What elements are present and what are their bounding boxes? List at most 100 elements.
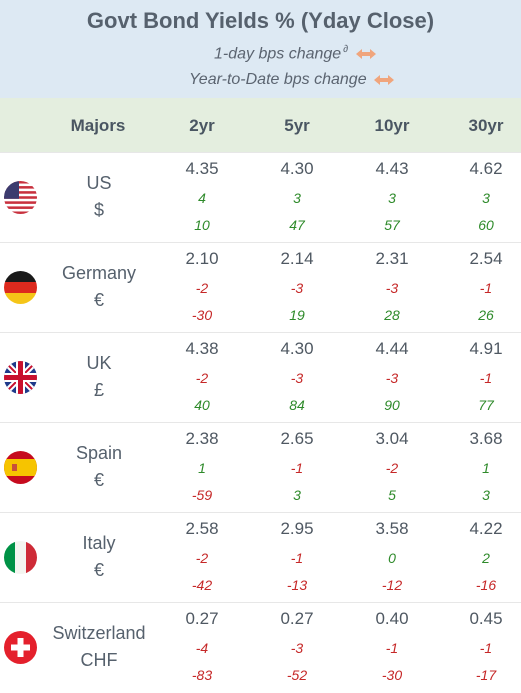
day-change-value: -1 [290, 550, 304, 566]
ytd-change-value: -13 [286, 577, 308, 593]
day-change-value: 1 [198, 460, 206, 476]
double-arrow-icon [374, 74, 395, 85]
day-change-value: -1 [479, 370, 493, 386]
italy-flag-icon [4, 541, 37, 574]
yield-value: 2.58 [185, 519, 219, 538]
ytd-change-value: 90 [384, 397, 400, 413]
subtitle-1day-sup: ∂ [343, 44, 349, 55]
day-change-value: 3 [388, 190, 396, 206]
column-header-majors: Majors [70, 116, 126, 135]
yield-value: 0.40 [375, 609, 409, 628]
day-change-value: -1 [290, 460, 304, 476]
table-row: Italy €2.58 -2 -42 2.95 -1 -13 3.58 0 -12 4.22 2 -16 [0, 512, 521, 603]
yield-value: 2.10 [185, 249, 219, 268]
yield-value: 0.27 [185, 609, 219, 628]
day-change-value: 1 [482, 460, 490, 476]
yield-value: 2.14 [280, 249, 314, 268]
ytd-change-value: -59 [191, 487, 213, 503]
table-row: Spain €2.38 1 -59 2.65 -1 3 3.04 -2 5 3.68 1 3 [0, 422, 521, 513]
yield-value: 0.45 [469, 609, 503, 628]
yield-value: 4.62 [469, 159, 503, 178]
column-header-2yr: 2yr [189, 116, 215, 135]
yield-value: 4.30 [280, 159, 314, 178]
switzerland-flag-icon [4, 631, 37, 664]
ytd-change-value: 84 [289, 397, 305, 413]
us-flag-icon [4, 181, 37, 214]
ytd-change-value: -83 [191, 667, 213, 683]
day-change-value: 3 [293, 190, 301, 206]
currency-symbol: £ [93, 380, 104, 400]
subtitle-1day-label: 1-day bps change [214, 45, 342, 63]
day-change-value: -2 [195, 280, 209, 296]
yield-value: 4.30 [280, 339, 314, 358]
uk-flag-icon [4, 361, 37, 394]
ytd-change-value: -30 [191, 307, 213, 323]
ytd-change-value: 5 [388, 487, 396, 503]
subtitle-ytd: Year-to-Date bps change [189, 71, 395, 89]
country-name: Spain [75, 443, 123, 463]
day-change-value: -2 [385, 460, 399, 476]
yield-value: 0.27 [280, 609, 314, 628]
day-change-value: 0 [388, 550, 396, 566]
country-name: UK [86, 353, 112, 373]
day-change-value: -1 [479, 280, 493, 296]
day-change-value: 3 [482, 190, 490, 206]
ytd-change-value: 3 [482, 487, 490, 503]
day-change-value: -2 [195, 370, 209, 386]
ytd-change-value: 19 [289, 307, 305, 323]
currency-symbol: $ [93, 200, 104, 220]
yield-value: 4.44 [375, 339, 409, 358]
day-change-value: 2 [482, 550, 490, 566]
ytd-change-value: -16 [475, 577, 497, 593]
ytd-change-value: 28 [384, 307, 400, 323]
currency-symbol: € [93, 290, 104, 310]
day-change-value: -3 [290, 370, 304, 386]
double-arrow-icon [355, 49, 376, 60]
ytd-change-value: 3 [293, 487, 301, 503]
day-change-value: -3 [290, 280, 304, 296]
yield-value: 2.38 [185, 429, 219, 448]
table-row: Switzerland CHF 0.27 -4 -83 0.27 -3 -52 0.40 -1 -3… [0, 602, 521, 693]
day-change-value: -1 [385, 640, 399, 656]
yield-value: 3.58 [375, 519, 409, 538]
yield-value: 2.65 [280, 429, 314, 448]
column-header-5yr: 5yr [284, 116, 310, 135]
column-header-row: Majors 2yr 5yr 10yr 30yr [0, 98, 521, 152]
table-row: US $4.35 4 10 4.30 3 47 4.43 3 57 4.62 3 60 [0, 152, 521, 243]
table-row: UK £4.38 -2 40 4.30 -3 84 4.44 -3 90 4.91 -1 77 [0, 332, 521, 423]
country-name: US [86, 173, 112, 193]
ytd-change-value: 40 [194, 397, 210, 413]
column-header-30yr: 30yr [468, 116, 504, 135]
yield-value: 2.54 [469, 249, 503, 268]
yield-value: 3.04 [375, 429, 409, 448]
day-change-value: 4 [198, 190, 206, 206]
currency-symbol: CHF [80, 650, 118, 670]
ytd-change-value: 47 [289, 217, 305, 233]
page-title: Govt Bond Yields % (Yday Close) [86, 8, 435, 33]
ytd-change-value: 26 [478, 307, 494, 323]
ytd-change-value: 57 [384, 217, 400, 233]
yield-value: 4.91 [469, 339, 503, 358]
yield-value: 4.22 [469, 519, 503, 538]
country-name: Switzerland [52, 623, 146, 643]
ytd-change-value: 77 [478, 397, 494, 413]
day-change-value: -3 [385, 280, 399, 296]
ytd-change-value: -30 [381, 667, 403, 683]
yield-value: 3.68 [469, 429, 503, 448]
ytd-change-value: 60 [478, 217, 494, 233]
yield-value: 4.35 [185, 159, 219, 178]
country-name: Germany [61, 263, 137, 283]
yield-value: 2.95 [280, 519, 314, 538]
column-header-10yr: 10yr [374, 116, 410, 135]
yield-value: 4.38 [185, 339, 219, 358]
day-change-value: -2 [195, 550, 209, 566]
germany-flag-icon [4, 271, 37, 304]
currency-symbol: € [93, 470, 104, 490]
day-change-value: -3 [290, 640, 304, 656]
header-banner: Govt Bond Yields % (Yday Close) 1-day bp… [0, 0, 521, 98]
spain-flag-icon [4, 451, 37, 484]
day-change-value: -3 [385, 370, 399, 386]
day-change-value: -4 [195, 640, 209, 656]
ytd-change-value: -17 [475, 667, 497, 683]
currency-symbol: € [93, 560, 104, 580]
